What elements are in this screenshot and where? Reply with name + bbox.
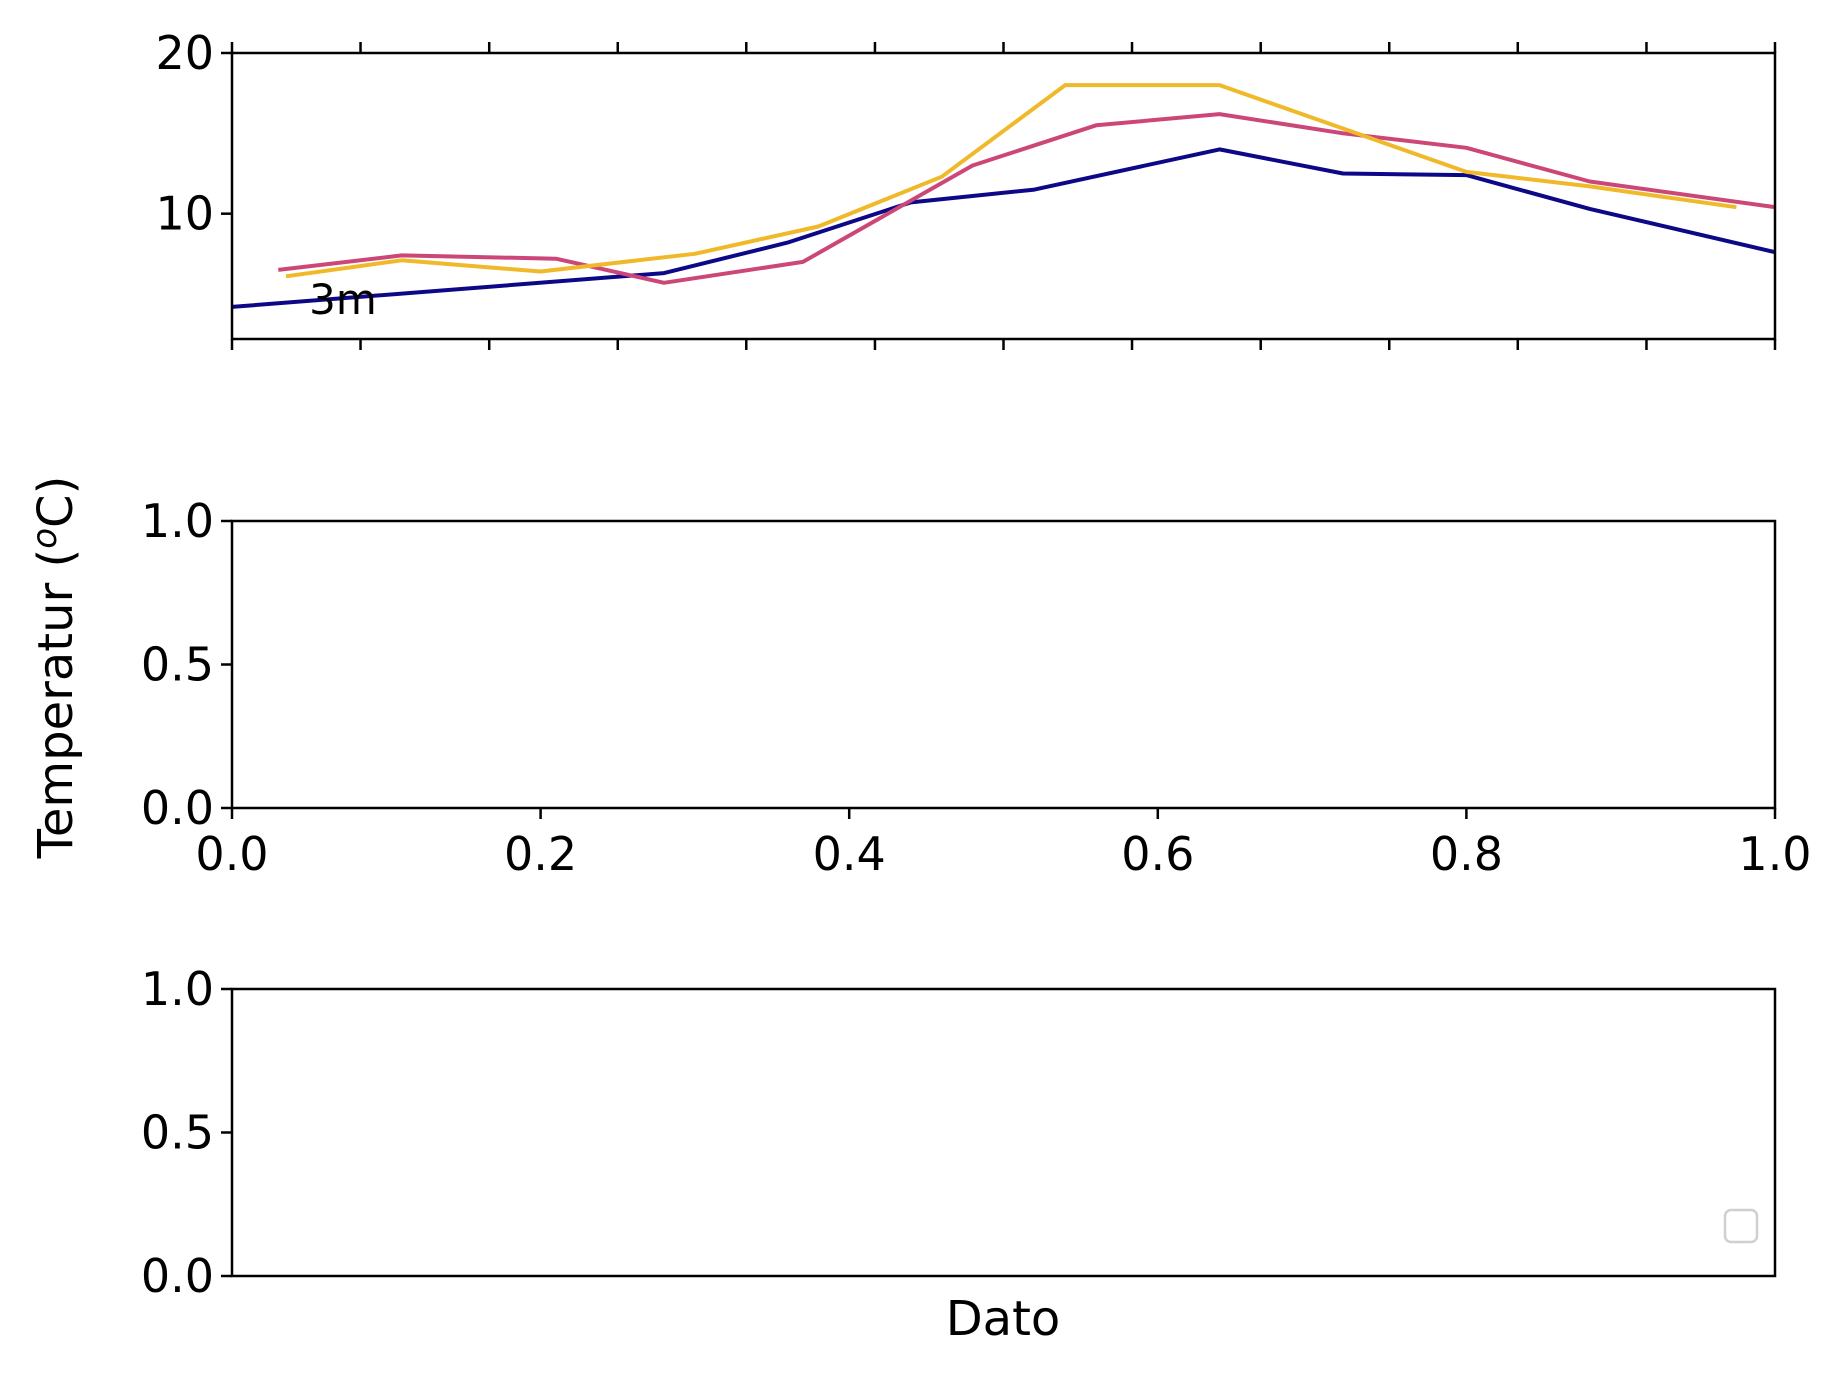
middle-panel: 0.0 0.5 1.0 0.0 0.2 0.4 0.6 0.8 1.0: [141, 494, 1812, 881]
x-tick-label: 0.4: [813, 827, 886, 881]
x-tick-label: 0.2: [504, 827, 577, 881]
legend-box: [1723, 1208, 1759, 1244]
y-tick-label: 1.0: [141, 962, 214, 1016]
y-tick-label: 0.5: [141, 638, 214, 692]
x-tick-label: 1.0: [1738, 827, 1811, 881]
y-tick-label: 10: [155, 187, 214, 241]
y-tick-label: 0.5: [141, 1106, 214, 1160]
y-tick-label: 0.0: [141, 1249, 214, 1303]
y-axis-label-main: Temperatur (: [28, 549, 84, 860]
y-tick-label: 20: [155, 26, 214, 80]
x-axis-label: Dato: [946, 1291, 1061, 1347]
y-tick-label: 1.0: [141, 494, 214, 548]
top-panel: 10 20 3m: [155, 26, 1777, 350]
y-axis-label-superscript: o: [25, 528, 65, 549]
x-tick-label: 0.6: [1121, 827, 1194, 881]
series-line-1: [232, 147, 1775, 309]
y-tick-label: 0.0: [141, 781, 214, 835]
x-tick-label: 0.0: [195, 827, 268, 881]
y-axis-label-unit: C): [28, 476, 84, 528]
y-axis-label: Temperatur (oC): [25, 476, 84, 860]
x-tick-label: 0.8: [1430, 827, 1503, 881]
series-line-3: [285, 83, 1737, 279]
series-line-2: [278, 112, 1775, 285]
annotation-label: 3m: [309, 275, 377, 324]
bottom-panel: 0.0 0.5 1.0: [141, 962, 1777, 1303]
